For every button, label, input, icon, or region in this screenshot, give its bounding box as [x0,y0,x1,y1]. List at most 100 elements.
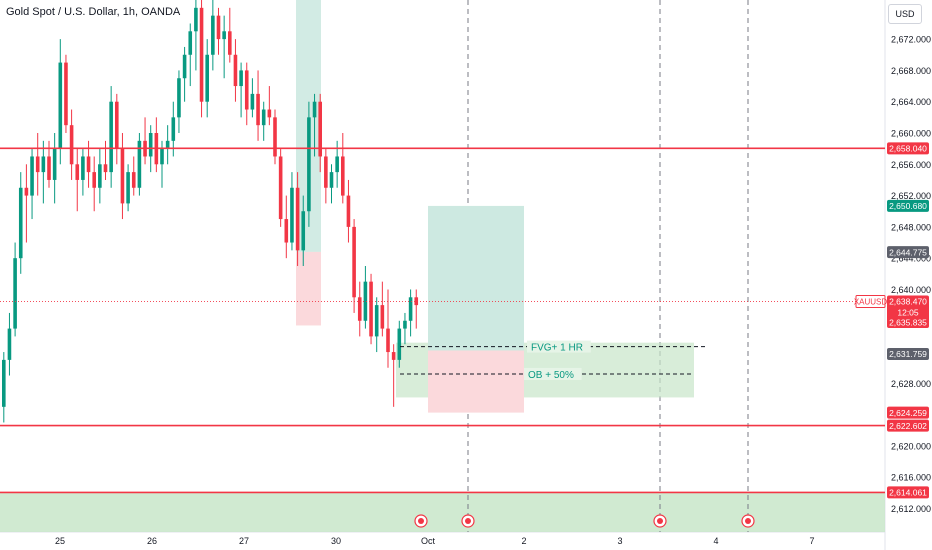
lightning-icon-dot [418,518,424,524]
price-label: 2,622.602 [889,421,927,431]
y-tick-label: 2,648.000 [891,222,931,232]
previous-stop-zone [296,251,321,326]
price-labels: XAUUSD 2,658.040 2,650.680 2,644.775 2,638.4… [854,142,929,499]
candle-body [267,109,272,118]
x-tick-label: 2 [521,536,526,546]
candle-body [205,54,209,102]
y-tick-label: 2,668.000 [891,66,931,76]
candle-body [284,219,289,243]
annotation-label: FVG+ 1 HR [531,343,583,354]
candle-body [148,133,153,157]
candle-body [357,297,362,321]
price-label: 2,644.775 [889,247,927,257]
candle-body [374,305,379,337]
candle-body [346,195,351,227]
candle-body [295,187,300,251]
candle-body [256,93,260,126]
candle-body [397,328,402,360]
y-tick-label: 2,652.000 [891,191,931,201]
x-axis: 25 26 27 30 Oct 2 3 4 7 [55,536,815,546]
price-label: 2,631.759 [889,349,927,359]
candle-body [75,164,80,180]
candle-body [109,101,113,173]
annotation-bg [524,367,582,380]
candle-body [30,156,34,196]
y-axis: 2,672.000 2,668.000 2,664.000 2,660.000 2,65… [891,35,931,514]
symbol-tag [855,294,886,308]
currency-button[interactable]: USD [888,4,922,24]
price-label-box [887,316,929,329]
candle-body [273,117,277,157]
candle-body [228,31,232,55]
y-tick-label: 2,660.000 [891,129,931,139]
x-tick-label: 27 [239,536,249,546]
candle-body [18,187,23,259]
candle-body [261,109,266,126]
candle-body [335,156,339,173]
candle-body [312,101,317,118]
candle-body [64,62,68,126]
price-label-box [887,419,929,432]
candle-body [7,328,12,360]
candle-body [81,156,85,180]
candle-body [211,15,215,55]
candle-body [160,148,164,165]
candle-body [301,211,306,251]
candle-body [278,156,283,220]
price-label-box [887,486,929,499]
candle-body [391,352,396,360]
us-flag-icon-dot [657,518,663,524]
y-tick-label: 2,656.000 [891,160,931,170]
candle-body [2,359,6,407]
y-tick-label: 2,664.000 [891,97,931,107]
candle-body [194,7,198,32]
symbol-tag-label: XAUUSD [854,297,888,306]
candle-body [41,156,46,173]
y-tick-label: 2,640.000 [891,285,931,295]
candle-body [52,148,57,180]
candle-body [137,140,142,188]
candle-body [47,156,51,180]
candle-body [177,78,181,118]
position-stop-zone [428,350,524,413]
candle-body [216,15,221,40]
candle-body [324,156,328,188]
candle-body [115,101,119,149]
candle-body [13,258,17,329]
candle-body [250,93,255,110]
us-flag-icon-dot [465,518,471,524]
candle-body [363,281,368,321]
chart-zones [0,0,885,532]
x-tick-label: 7 [809,536,814,546]
position-target-zone [428,205,524,351]
candle-body [35,156,40,173]
x-tick-label: 4 [713,536,718,546]
candle-body [329,172,334,188]
price-label: 2,658.040 [889,144,927,154]
candle-body [318,101,322,157]
candle-body [414,297,419,306]
demand-zone [0,492,885,532]
candle-body [307,117,311,212]
y-tick-label: 2,672.000 [891,35,931,45]
x-tick-label: 30 [331,536,341,546]
candle-body [98,164,102,188]
y-tick-label: 2,644.000 [891,254,931,264]
candle-body [233,54,238,87]
y-tick-label: 2,620.000 [891,441,931,451]
candle-body [199,7,204,102]
candle-body [171,117,176,141]
price-label-box [887,406,929,419]
candle-body [86,156,91,173]
candle-body [131,172,136,188]
candle-body [58,62,63,149]
us-flag-icon-dot [745,518,751,524]
candle-body [126,172,130,204]
candle-body [380,305,385,329]
y-tick-label: 2,628.000 [891,379,931,389]
candle-body [341,156,345,196]
candle-body [222,31,226,40]
candle-body [352,226,356,298]
candle-body [24,187,29,196]
